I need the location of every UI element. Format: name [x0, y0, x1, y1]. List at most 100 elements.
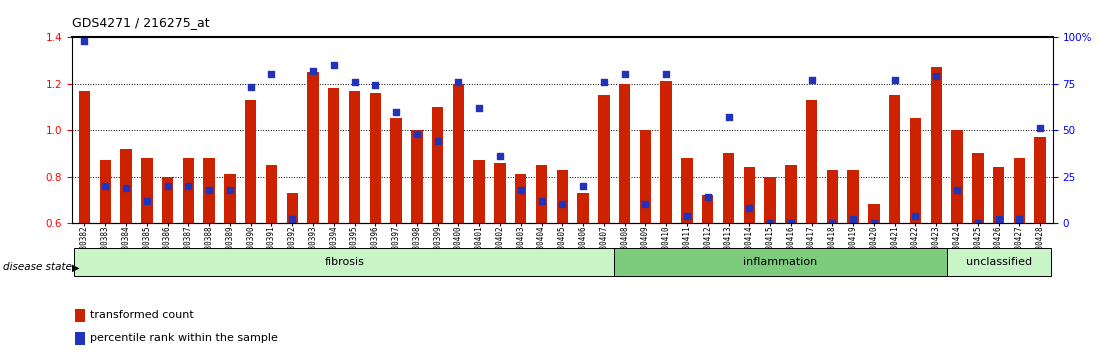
- Bar: [786, 165, 797, 223]
- Point: [512, 187, 530, 193]
- Bar: [556, 170, 568, 223]
- Point: [367, 82, 384, 88]
- Bar: [473, 160, 485, 223]
- Bar: [598, 95, 609, 223]
- Point: [865, 220, 883, 226]
- Bar: [702, 195, 714, 223]
- Point: [968, 220, 986, 226]
- Point: [782, 220, 800, 226]
- Text: unclassified: unclassified: [965, 257, 1032, 267]
- Point: [740, 205, 758, 211]
- Point: [1010, 216, 1028, 222]
- Text: GDS4271 / 216275_at: GDS4271 / 216275_at: [72, 16, 209, 29]
- Bar: [910, 119, 921, 223]
- Point: [388, 109, 406, 114]
- Point: [117, 185, 135, 190]
- Text: inflammation: inflammation: [743, 257, 818, 267]
- Point: [220, 187, 239, 193]
- Point: [657, 72, 675, 77]
- Point: [450, 79, 468, 85]
- Bar: [432, 107, 443, 223]
- Bar: [74, 309, 84, 322]
- Point: [429, 138, 447, 144]
- Bar: [869, 205, 880, 223]
- Bar: [972, 153, 984, 223]
- Bar: [183, 158, 194, 223]
- Point: [304, 68, 322, 74]
- Point: [201, 187, 218, 193]
- Bar: [848, 170, 859, 223]
- Point: [844, 216, 862, 222]
- Point: [179, 183, 197, 189]
- Bar: [952, 130, 963, 223]
- Bar: [100, 160, 111, 223]
- Bar: [946, 248, 1050, 276]
- Point: [989, 216, 1007, 222]
- Bar: [619, 84, 630, 223]
- Text: transformed count: transformed count: [91, 310, 194, 320]
- Bar: [765, 177, 776, 223]
- Bar: [515, 174, 526, 223]
- Bar: [453, 84, 464, 223]
- Point: [533, 198, 551, 204]
- Point: [553, 202, 572, 207]
- Bar: [287, 193, 298, 223]
- Bar: [931, 67, 942, 223]
- Bar: [121, 149, 132, 223]
- Bar: [577, 193, 588, 223]
- Point: [886, 77, 904, 83]
- Point: [408, 131, 425, 137]
- Point: [595, 79, 613, 85]
- Point: [75, 38, 93, 44]
- Point: [284, 216, 301, 222]
- Point: [574, 183, 592, 189]
- Point: [948, 187, 966, 193]
- Bar: [141, 158, 153, 223]
- Text: disease state: disease state: [3, 262, 72, 272]
- Point: [470, 105, 488, 111]
- Text: fibrosis: fibrosis: [325, 257, 365, 267]
- Point: [720, 114, 738, 120]
- Bar: [1035, 137, 1046, 223]
- Point: [802, 77, 820, 83]
- Bar: [722, 153, 735, 223]
- Bar: [536, 165, 547, 223]
- Bar: [660, 81, 671, 223]
- Bar: [889, 95, 901, 223]
- Point: [636, 202, 654, 207]
- Bar: [204, 158, 215, 223]
- Point: [491, 153, 509, 159]
- Bar: [224, 174, 236, 223]
- Bar: [349, 91, 360, 223]
- Bar: [328, 88, 339, 223]
- Bar: [266, 165, 277, 223]
- Bar: [74, 332, 84, 345]
- Point: [823, 220, 841, 226]
- Text: ▶: ▶: [72, 262, 80, 272]
- Point: [137, 198, 155, 204]
- Bar: [411, 130, 422, 223]
- Bar: [494, 162, 505, 223]
- Bar: [806, 100, 818, 223]
- Point: [1032, 125, 1049, 131]
- Point: [616, 72, 634, 77]
- Point: [927, 73, 945, 79]
- Bar: [639, 130, 652, 223]
- Bar: [79, 91, 90, 223]
- Bar: [681, 158, 692, 223]
- Point: [906, 213, 924, 218]
- Point: [678, 213, 696, 218]
- Bar: [307, 72, 319, 223]
- Bar: [245, 100, 256, 223]
- Bar: [370, 93, 381, 223]
- Point: [242, 85, 259, 90]
- Point: [699, 194, 717, 200]
- Bar: [162, 177, 173, 223]
- Text: percentile rank within the sample: percentile rank within the sample: [91, 333, 278, 343]
- Bar: [993, 167, 1004, 223]
- Bar: [827, 170, 838, 223]
- Point: [761, 220, 779, 226]
- Bar: [1014, 158, 1025, 223]
- Point: [263, 72, 280, 77]
- Point: [96, 183, 114, 189]
